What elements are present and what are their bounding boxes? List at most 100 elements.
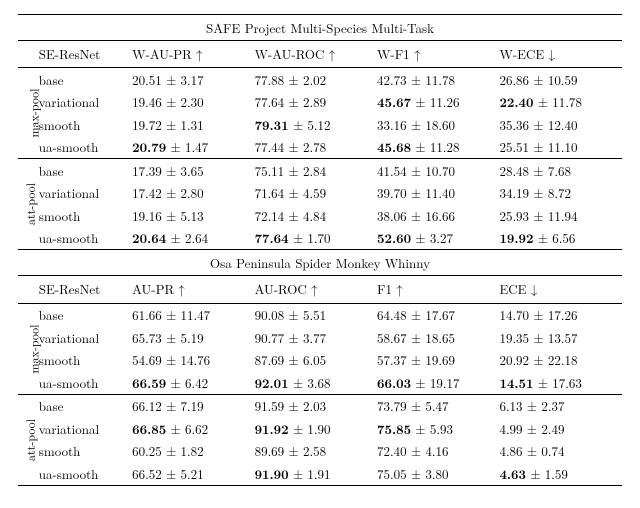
- row-label: base: [39, 303, 132, 326]
- metric-cell: 77.44 ± 2.78: [255, 136, 377, 159]
- metric-cell: 75.11 ± 2.84: [255, 159, 377, 182]
- row-label: smooth: [39, 204, 132, 227]
- metric-cell: 25.93 ± 11.94: [499, 204, 622, 227]
- metric-cell: 20.79 ± 1.47: [132, 136, 254, 159]
- metric-cell: 19.35 ± 13.57: [499, 326, 622, 349]
- group-label: att-pool: [18, 394, 39, 485]
- metric-cell: 35.36 ± 12.40: [499, 113, 622, 136]
- metric-cell: 20.64 ± 2.64: [132, 227, 254, 250]
- metric-header: ECE ↓: [499, 276, 622, 304]
- model-header: SE-ResNet: [39, 276, 132, 304]
- row-label: smooth: [39, 440, 132, 463]
- metric-cell: 20.92 ± 22.18: [499, 349, 622, 372]
- metric-cell: 66.03 ± 19.17: [377, 371, 499, 394]
- metric-cell: 42.73 ± 11.78: [377, 68, 499, 91]
- metric-cell: 58.67 ± 18.65: [377, 326, 499, 349]
- metric-cell: 19.46 ± 2.30: [132, 91, 254, 114]
- group-label: max-pool: [18, 303, 39, 394]
- row-label: variational: [39, 182, 132, 205]
- metric-cell: 14.70 ± 17.26: [499, 303, 622, 326]
- metric-cell: 91.90 ± 1.91: [255, 462, 377, 485]
- metric-cell: 41.54 ± 10.70: [377, 159, 499, 182]
- metric-cell: 17.39 ± 3.65: [132, 159, 254, 182]
- row-label: base: [39, 68, 132, 91]
- metric-cell: 4.86 ± 0.74: [499, 440, 622, 463]
- metric-header: W-F1 ↑: [377, 40, 499, 68]
- metric-cell: 66.85 ± 6.62: [132, 417, 254, 440]
- metric-cell: 22.40 ± 11.78: [499, 91, 622, 114]
- group-name: max-pool: [26, 89, 42, 138]
- metric-cell: 72.14 ± 4.84: [255, 204, 377, 227]
- metric-cell: 66.12 ± 7.19: [132, 394, 254, 417]
- row-label: ua-smooth: [39, 371, 132, 394]
- metric-cell: 61.66 ± 11.47: [132, 303, 254, 326]
- metric-cell: 4.99 ± 2.49: [499, 417, 622, 440]
- metric-cell: 60.25 ± 1.82: [132, 440, 254, 463]
- group-name: att-pool: [23, 183, 39, 225]
- metric-cell: 71.64 ± 4.59: [255, 182, 377, 205]
- metric-cell: 92.01 ± 3.68: [255, 371, 377, 394]
- metric-header: AU-ROC ↑: [255, 276, 377, 304]
- metric-cell: 4.63 ± 1.59: [499, 462, 622, 485]
- row-label: ua-smooth: [39, 462, 132, 485]
- metric-cell: 79.31 ± 5.12: [255, 113, 377, 136]
- metric-cell: 28.48 ± 7.68: [499, 159, 622, 182]
- metric-cell: 45.67 ± 11.26: [377, 91, 499, 114]
- row-label: ua-smooth: [39, 227, 132, 250]
- group-label: max-pool: [18, 68, 39, 159]
- metric-cell: 72.40 ± 4.16: [377, 440, 499, 463]
- row-label: variational: [39, 326, 132, 349]
- metric-cell: 52.60 ± 3.27: [377, 227, 499, 250]
- metric-cell: 75.05 ± 3.80: [377, 462, 499, 485]
- row-label: smooth: [39, 113, 132, 136]
- metric-cell: 77.64 ± 2.89: [255, 91, 377, 114]
- row-label: ua-smooth: [39, 136, 132, 159]
- metric-cell: 66.52 ± 5.21: [132, 462, 254, 485]
- metric-cell: 20.51 ± 3.17: [132, 68, 254, 91]
- metric-cell: 26.86 ± 10.59: [499, 68, 622, 91]
- metric-cell: 19.92 ± 6.56: [499, 227, 622, 250]
- metric-cell: 45.68 ± 11.28: [377, 136, 499, 159]
- metric-header: W-ECE ↓: [499, 40, 622, 68]
- metric-cell: 57.37 ± 19.69: [377, 349, 499, 372]
- metric-cell: 66.59 ± 6.42: [132, 371, 254, 394]
- metric-header: F1 ↑: [377, 276, 499, 304]
- model-header: SE-ResNet: [39, 40, 132, 68]
- metric-cell: 39.70 ± 11.40: [377, 182, 499, 205]
- metric-cell: 19.16 ± 5.13: [132, 204, 254, 227]
- group-label: att-pool: [18, 159, 39, 250]
- metric-cell: 19.72 ± 1.31: [132, 113, 254, 136]
- metric-cell: 77.64 ± 1.70: [255, 227, 377, 250]
- row-label: base: [39, 159, 132, 182]
- metric-cell: 34.19 ± 8.72: [499, 182, 622, 205]
- metric-cell: 75.85 ± 5.93: [377, 417, 499, 440]
- metric-cell: 54.69 ± 14.76: [132, 349, 254, 372]
- row-label: smooth: [39, 349, 132, 372]
- row-label: base: [39, 394, 132, 417]
- metric-cell: 91.92 ± 1.90: [255, 417, 377, 440]
- dataset-title: SAFE Project Multi-Species Multi-Task: [18, 15, 622, 41]
- metric-cell: 25.51 ± 11.10: [499, 136, 622, 159]
- metric-header: W-AU-PR ↑: [132, 40, 254, 68]
- group-name: max-pool: [26, 324, 42, 373]
- group-name: att-pool: [23, 419, 39, 461]
- metric-cell: 73.79 ± 5.47: [377, 394, 499, 417]
- metric-cell: 6.13 ± 2.37: [499, 394, 622, 417]
- metric-cell: 14.51 ± 17.63: [499, 371, 622, 394]
- metric-cell: 77.88 ± 2.02: [255, 68, 377, 91]
- metric-cell: 17.42 ± 2.80: [132, 182, 254, 205]
- results-table: SAFE Project Multi-Species Multi-TaskSE-…: [18, 14, 622, 491]
- metric-cell: 91.59 ± 2.03: [255, 394, 377, 417]
- metric-cell: 90.77 ± 3.77: [255, 326, 377, 349]
- metric-cell: 90.08 ± 5.51: [255, 303, 377, 326]
- metric-cell: 38.06 ± 16.66: [377, 204, 499, 227]
- metric-cell: 87.69 ± 6.05: [255, 349, 377, 372]
- dataset-title: Osa Peninsula Spider Monkey Whinny: [18, 250, 622, 276]
- metric-header: AU-PR ↑: [132, 276, 254, 304]
- metric-cell: 64.48 ± 17.67: [377, 303, 499, 326]
- metric-cell: 65.73 ± 5.19: [132, 326, 254, 349]
- row-label: variational: [39, 91, 132, 114]
- metric-header: W-AU-ROC ↑: [255, 40, 377, 68]
- row-label: variational: [39, 417, 132, 440]
- metric-cell: 89.69 ± 2.58: [255, 440, 377, 463]
